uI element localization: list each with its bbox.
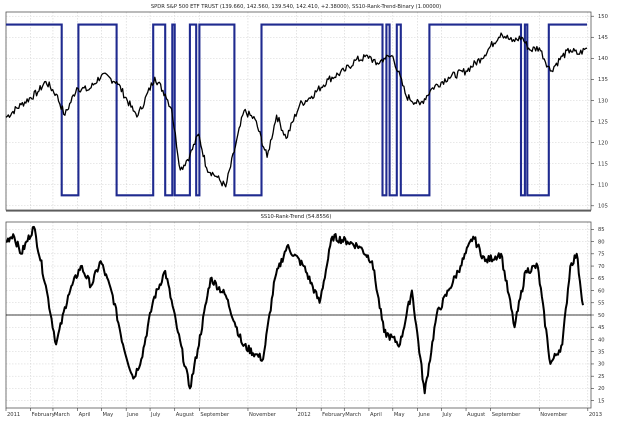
price-panel-frame <box>5 11 592 211</box>
y-tick-label: 45 <box>598 325 605 331</box>
x-tick-label: November <box>540 412 568 418</box>
x-tick-label: February <box>32 412 55 418</box>
y-tick-label: 35 <box>598 350 605 356</box>
y-tick-label: 75 <box>598 252 605 258</box>
x-tick-label: May <box>103 412 114 418</box>
price-y-axis: 105 110 115 120 125 130 135 140 145 150 <box>591 14 608 210</box>
y-tick-label: 115 <box>598 161 608 167</box>
price-series-line <box>5 32 588 188</box>
x-tick-label: 2011 <box>7 412 20 418</box>
x-tick-label: July <box>441 412 451 418</box>
y-tick-label: 70 <box>598 264 605 270</box>
y-tick-label: 85 <box>598 227 605 233</box>
y-tick-label: 135 <box>598 77 608 83</box>
y-tick-label: 140 <box>598 56 608 62</box>
y-tick-label: 105 <box>598 204 608 210</box>
oscillator-panel: SS10-Rank-Trend (54.8556) 15 20 25 30 35 40 45… <box>5 214 605 409</box>
price-panel-title: SPDR S&P 500 ETF TRUST (139.660, 142.560… <box>151 4 441 10</box>
binary-series-line <box>6 23 587 197</box>
x-tick-label: June <box>417 412 429 418</box>
x-tick-label: September <box>200 412 230 418</box>
y-tick-label: 30 <box>598 362 605 368</box>
oscillator-y-axis: 15 20 25 30 35 40 45 50 55 60 65 70 75 80 85 <box>591 227 605 404</box>
x-tick-label: August <box>467 412 485 418</box>
price-panel: SPDR S&P 500 ETF TRUST (139.660, 142.560… <box>5 4 608 211</box>
y-tick-label: 130 <box>598 98 608 104</box>
y-tick-label: 145 <box>598 35 608 41</box>
y-tick-label: 55 <box>598 301 605 307</box>
y-tick-label: 120 <box>598 140 608 146</box>
y-tick-label: 50 <box>598 313 605 319</box>
x-tick-label: May <box>394 412 405 418</box>
y-tick-label: 60 <box>598 288 605 294</box>
y-tick-label: 110 <box>598 183 608 189</box>
oscillator-panel-title: SS10-Rank-Trend (54.8556) <box>261 214 332 220</box>
x-axis: 2011 February March April May June July August S… <box>5 408 602 418</box>
y-tick-label: 125 <box>598 119 608 125</box>
x-tick-label: March <box>345 412 361 418</box>
y-tick-label: 80 <box>598 239 605 245</box>
y-tick-label: 150 <box>598 14 608 20</box>
x-tick-label: April <box>370 412 382 418</box>
x-tick-label: July <box>150 412 160 418</box>
x-tick-label: June <box>126 412 138 418</box>
x-tick-label: February <box>322 412 345 418</box>
x-tick-label: 2012 <box>298 412 311 418</box>
x-tick-label: 2013 <box>589 412 602 418</box>
x-tick-label: April <box>79 412 91 418</box>
y-tick-label: 25 <box>598 374 605 380</box>
y-tick-label: 40 <box>598 337 605 343</box>
oscillator-series-line <box>5 225 584 395</box>
x-tick-label: September <box>492 412 522 418</box>
y-tick-label: 15 <box>598 398 605 404</box>
x-tick-label: August <box>176 412 194 418</box>
x-tick-label: November <box>249 412 277 418</box>
y-tick-label: 65 <box>598 276 605 282</box>
y-tick-label: 20 <box>598 386 605 392</box>
x-tick-label: March <box>54 412 70 418</box>
